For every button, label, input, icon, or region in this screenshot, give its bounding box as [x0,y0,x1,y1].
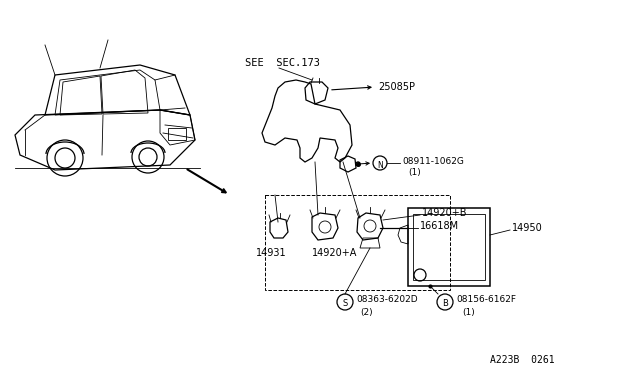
Text: (1): (1) [462,308,475,317]
Bar [408,208,490,286]
Bar [168,128,186,140]
Text: SEE  SEC.173: SEE SEC.173 [245,58,320,68]
Text: A223B  0261: A223B 0261 [490,355,555,365]
Text: B: B [442,298,448,308]
Text: 08156-6162F: 08156-6162F [456,295,516,305]
Text: 08363-6202D: 08363-6202D [356,295,418,305]
Text: N: N [377,160,383,170]
Text: 16618M: 16618M [420,221,459,231]
Text: 25085P: 25085P [378,82,415,92]
Text: 14950: 14950 [512,223,543,233]
Text: 08911-1062G: 08911-1062G [402,157,464,167]
Text: (2): (2) [360,308,372,317]
Text: 14920+A: 14920+A [312,248,357,258]
Text: (1): (1) [408,169,420,177]
Bar [265,195,450,290]
Text: 14931: 14931 [256,248,287,258]
Text: S: S [342,298,348,308]
Text: 14920+B: 14920+B [422,208,467,218]
Bar [413,214,485,280]
